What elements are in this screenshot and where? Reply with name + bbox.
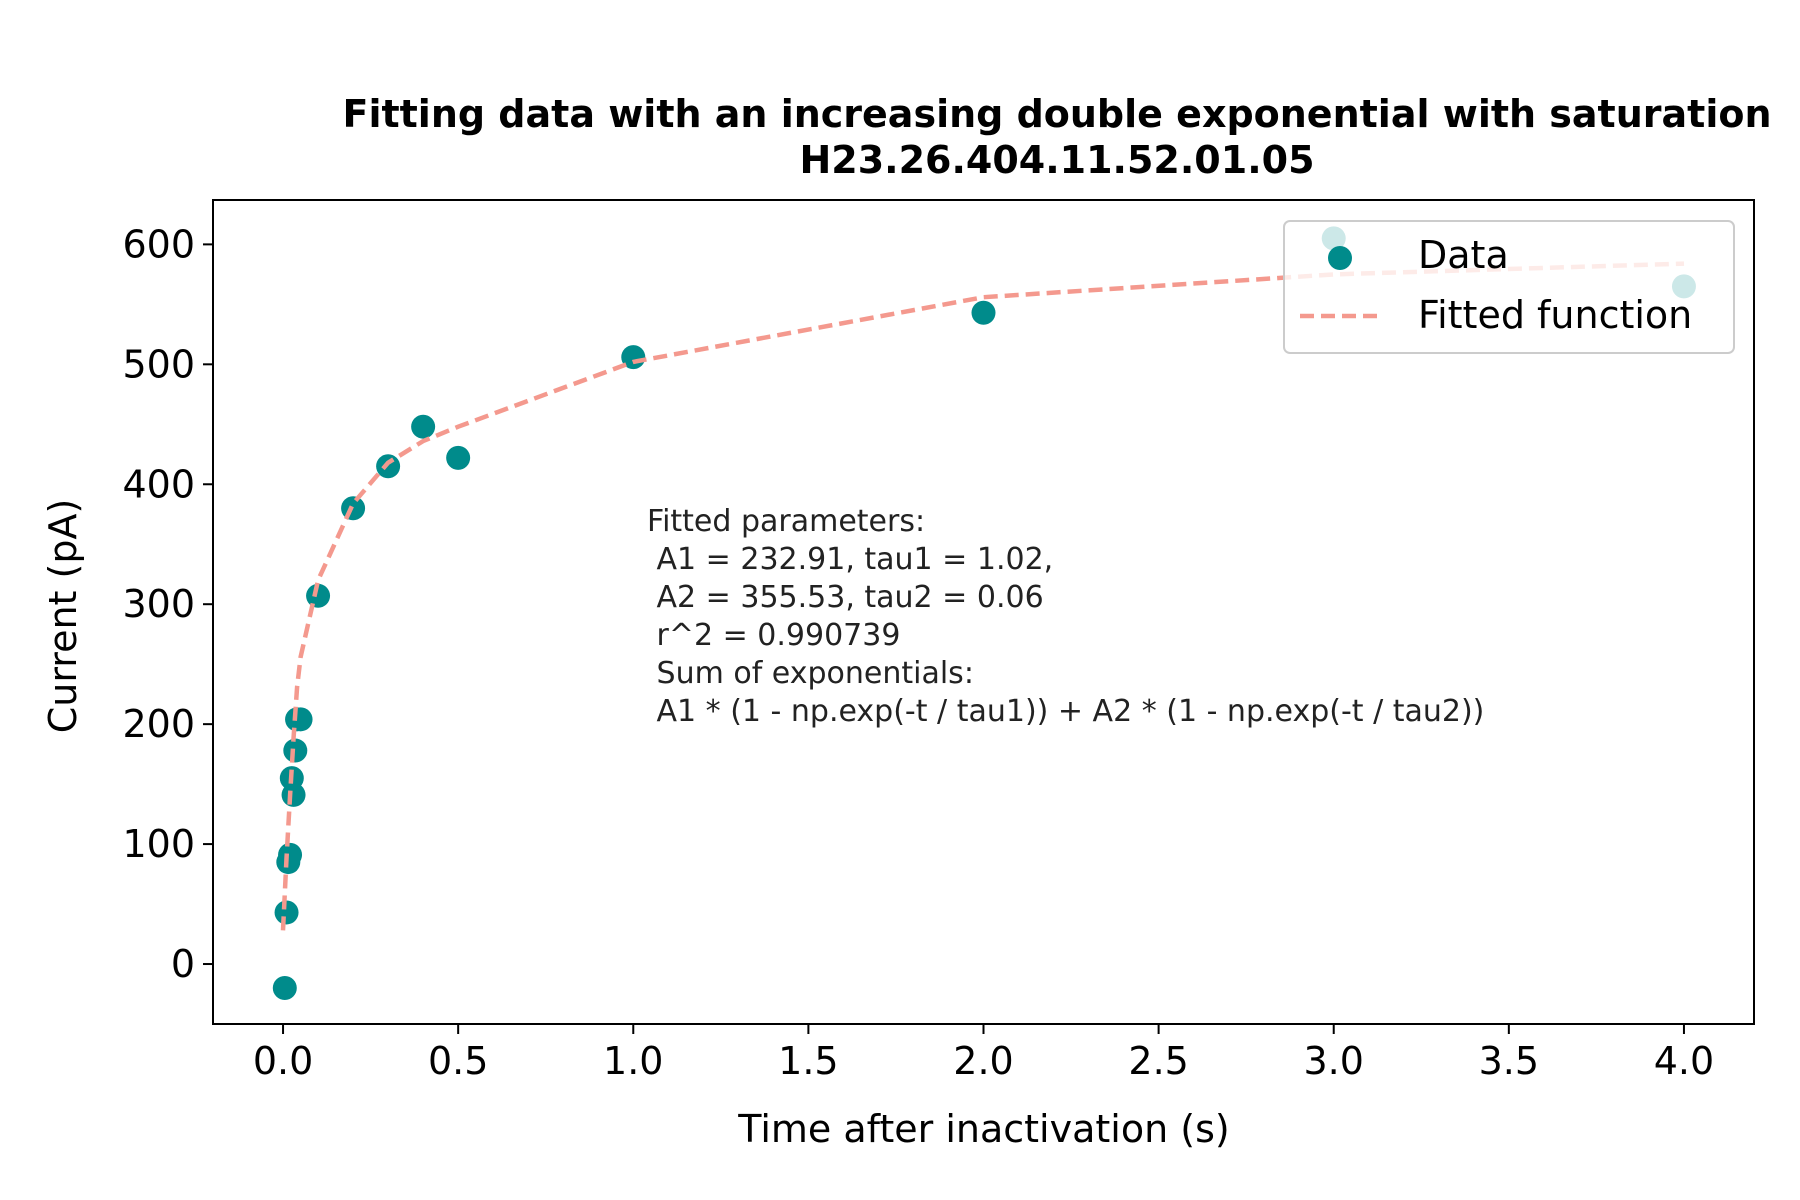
data-point (283, 738, 308, 763)
annotation-line: A1 * (1 - np.exp(-t / tau1)) + A2 * (1 -… (647, 694, 1484, 729)
annotation-line: Fitted parameters: (647, 504, 925, 539)
y-tick-label: 0 (171, 942, 195, 986)
x-tick-label: 0.5 (428, 1039, 488, 1083)
data-point (278, 842, 303, 867)
legend-data-marker (1328, 246, 1352, 270)
legend-fit-label: Fitted function (1418, 293, 1692, 337)
annotation-line: Sum of exponentials: (647, 656, 974, 691)
data-point (306, 583, 331, 608)
y-axis-label: Current (pA) (41, 499, 85, 734)
y-tick-label: 100 (122, 822, 195, 866)
x-tick-label: 3.0 (1304, 1039, 1364, 1083)
data-point (376, 454, 401, 479)
y-tick-label: 200 (122, 702, 195, 746)
chart-title: Fitting data with an increasing double e… (342, 92, 1771, 136)
chart-title-group: Fitting data with an increasing double e… (342, 92, 1771, 182)
fit-annotation: Fitted parameters: A1 = 232.91, tau1 = 1… (647, 504, 1484, 729)
y-tick-label: 300 (122, 582, 195, 626)
x-tick-label: 2.0 (953, 1039, 1013, 1083)
y-tick-label: 400 (122, 462, 195, 506)
data-point (446, 445, 471, 470)
x-tick-label: 1.0 (603, 1039, 663, 1083)
axis-ticks: 0.0 0.5 1.0 1.5 2.0 2.5 3.0 3.5 4.0 0 100 200 300 400… (122, 222, 1714, 1083)
plot-area (272, 226, 1696, 1001)
x-tick-label: 4.0 (1654, 1039, 1714, 1083)
data-point (621, 345, 646, 370)
x-tick-label: 0.0 (253, 1039, 313, 1083)
data-point (274, 900, 299, 925)
legend-box (1283, 220, 1735, 354)
x-axis-label: Time after inactivation (s) (737, 1107, 1229, 1151)
legend: Data Fitted function (1283, 220, 1735, 354)
fitted-function-line (280, 261, 1685, 931)
annotation-line: A2 = 355.53, tau2 = 0.06 (647, 580, 1044, 615)
y-tick-label: 500 (122, 342, 195, 386)
x-tick-label: 2.5 (1128, 1039, 1188, 1083)
data-point (971, 300, 996, 325)
annotation-line: r^2 = 0.990739 (647, 618, 900, 653)
data-point (411, 414, 436, 439)
chart-subtitle: H23.26.404.11.52.01.05 (799, 138, 1314, 182)
x-tick-label: 3.5 (1479, 1039, 1539, 1083)
data-point (281, 782, 306, 807)
annotation-line: A1 = 232.91, tau1 = 1.02, (647, 542, 1053, 577)
y-tick-label: 600 (122, 222, 195, 266)
data-point (272, 976, 297, 1001)
legend-data-label: Data (1418, 233, 1509, 277)
x-tick-label: 1.5 (778, 1039, 838, 1083)
